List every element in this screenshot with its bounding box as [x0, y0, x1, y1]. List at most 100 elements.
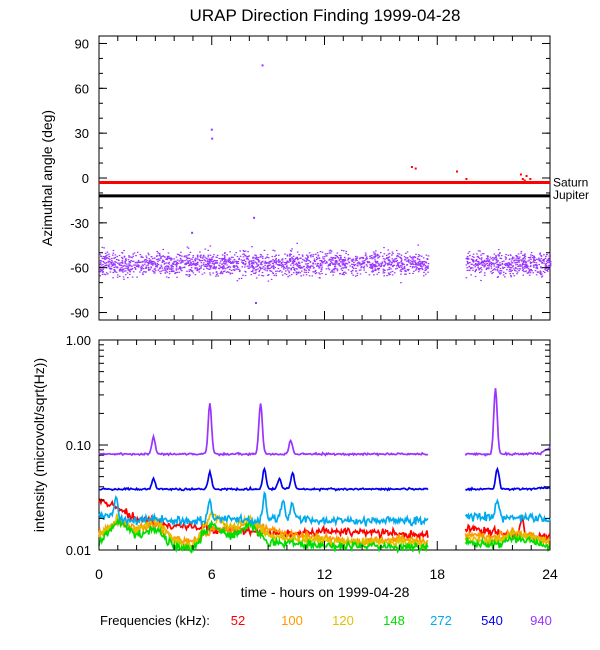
- azimuth-point-940: [102, 260, 104, 262]
- azimuth-point-940: [535, 264, 537, 266]
- azimuth-point-940: [242, 256, 245, 258]
- azimuth-point-940: [308, 260, 310, 262]
- azimuth-point-940: [546, 269, 548, 271]
- azimuth-point-940: [171, 264, 173, 266]
- azimuth-point-940: [209, 260, 211, 262]
- azimuth-point-940: [162, 248, 164, 251]
- azimuth-point-940: [113, 266, 116, 269]
- azimuth-point-940: [285, 267, 287, 269]
- azimuth-point-940: [121, 266, 123, 268]
- azimuth-point-940: [485, 261, 487, 263]
- azimuth-point-940: [388, 252, 391, 254]
- azimuth-point-940: [334, 257, 336, 260]
- azimuth-point-940: [351, 260, 354, 262]
- azimuth-point-940: [425, 254, 428, 256]
- azimuth-point-940: [500, 272, 502, 274]
- azimuth-point-940: [135, 261, 137, 263]
- azimuth-point-940: [206, 262, 209, 265]
- azimuth-point-940: [528, 271, 530, 273]
- azimuth-point-940: [252, 263, 255, 265]
- azimuth-point-940: [403, 256, 406, 258]
- azimuth-point-940: [358, 263, 360, 265]
- azimuth-point-940: [238, 270, 241, 273]
- azimuth-point-940: [142, 256, 144, 258]
- azimuth-point-940: [272, 249, 274, 251]
- azimuth-point-940: [216, 273, 219, 275]
- azimuth-point-940: [337, 257, 340, 259]
- azimuth-point-940: [500, 257, 503, 260]
- azimuth-point-940: [178, 267, 181, 269]
- azimuth-point-940: [128, 255, 130, 257]
- azimuth-point-940: [286, 266, 288, 268]
- azimuth-point-940: [362, 266, 365, 269]
- azimuth-point-940: [419, 265, 422, 267]
- azimuth-point-940: [528, 257, 531, 259]
- azimuth-point-940: [99, 266, 102, 268]
- azimuth-point-940: [521, 267, 524, 269]
- azimuth-point-940: [108, 265, 110, 267]
- azimuth-point-940: [175, 256, 178, 258]
- azimuth-point-940: [223, 270, 226, 272]
- azimuth-point-940: [307, 255, 309, 257]
- azimuth-point-940: [380, 262, 382, 264]
- azimuth-point-940: [123, 265, 126, 267]
- azimuth-point-940: [516, 256, 518, 258]
- azimuth-point-940: [491, 262, 493, 264]
- azimuth-point-940: [144, 263, 146, 265]
- azimuth-point-940: [500, 255, 503, 257]
- azimuth-point-940: [391, 258, 394, 260]
- azimuth-point-940: [532, 272, 535, 274]
- azimuth-point-940: [490, 261, 492, 264]
- azimuth-point-940: [154, 268, 157, 270]
- azimuth-point-940: [474, 271, 476, 273]
- azimuth-point-940: [189, 263, 192, 265]
- azimuth-point-940: [240, 259, 243, 261]
- azimuth-point-940: [328, 258, 331, 260]
- azimuth-point-940: [548, 257, 550, 260]
- azimuth-point-940: [257, 260, 260, 262]
- azimuth-point-940: [391, 270, 394, 272]
- azimuth-point-940: [110, 265, 113, 267]
- azimuth-point-940: [359, 269, 362, 271]
- azimuth-point-940: [472, 261, 475, 263]
- azimuth-point-940: [472, 269, 474, 271]
- azimuth-point-940: [515, 259, 517, 262]
- azimuth-point-940: [315, 272, 318, 274]
- intensity-line-148: [98, 517, 429, 555]
- azimuth-point-940: [148, 268, 150, 270]
- azimuth-point-940: [198, 271, 201, 273]
- azimuth-point-940: [124, 263, 127, 265]
- azimuth-point-940: [511, 269, 513, 271]
- azimuth-point-940: [160, 265, 163, 267]
- azimuth-point-940: [513, 257, 515, 259]
- azimuth-point-940: [392, 261, 395, 263]
- x-tick-label: 24: [542, 566, 558, 582]
- azimuth-point-940: [188, 260, 190, 262]
- azimuth-point-940: [123, 249, 125, 252]
- azimuth-point-940: [119, 267, 122, 269]
- azimuth-point-940: [480, 258, 483, 260]
- azimuth-point-940: [107, 266, 110, 268]
- azimuth-point-940: [264, 264, 266, 266]
- azimuth-point-940: [321, 261, 323, 263]
- azimuth-point-940: [134, 267, 137, 269]
- azimuth-point-940: [284, 262, 286, 264]
- azimuth-point-940: [277, 261, 280, 263]
- azimuth-point-940: [319, 277, 321, 279]
- azimuth-point-940: [290, 267, 293, 269]
- azimuth-point-940: [407, 260, 409, 262]
- azimuth-point-940: [272, 267, 275, 269]
- azimuth-point-940: [158, 252, 161, 254]
- azimuth-point-940: [127, 267, 130, 269]
- azimuth-point-940: [126, 263, 128, 265]
- azimuth-point-940: [121, 270, 123, 272]
- azimuth-point-940: [244, 255, 247, 257]
- azimuth-point-940: [188, 270, 191, 273]
- azimuth-point-940: [534, 270, 537, 272]
- azimuth-point-940: [343, 274, 345, 276]
- azimuth-point-940: [522, 263, 525, 265]
- azimuth-point-940: [226, 254, 228, 256]
- azimuth-point-940: [280, 264, 282, 266]
- azimuth-point-940: [518, 268, 521, 270]
- azimuth-point-940: [525, 263, 528, 265]
